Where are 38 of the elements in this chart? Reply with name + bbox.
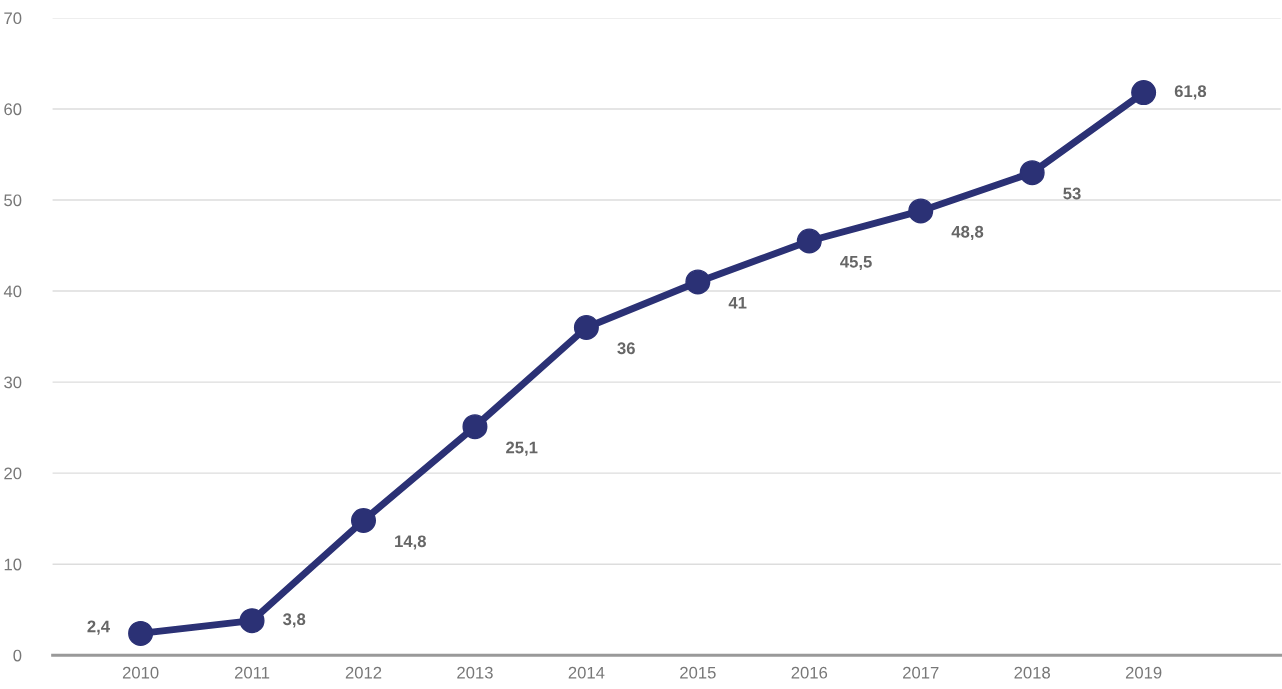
data-label: 14,8 <box>395 535 426 550</box>
point <box>1019 160 1045 186</box>
y-tick-label: 10 <box>4 558 22 571</box>
data-label: 53 <box>1063 187 1081 200</box>
data-label: 25,1 <box>506 441 538 456</box>
x-tick-label: 2017 <box>903 666 939 679</box>
point <box>908 198 934 224</box>
data-label: 48,8 <box>951 225 984 241</box>
y-tick-label: 70 <box>4 12 22 25</box>
data-label: 36 <box>617 342 635 355</box>
y-tick-label: 30 <box>4 376 22 389</box>
data-label: 45,5 <box>840 256 872 271</box>
x-tick-label: 2012 <box>345 666 382 679</box>
x-tick-label: 2015 <box>680 666 716 679</box>
y-tick-label: 40 <box>3 285 22 298</box>
data-label: 3,8 <box>282 613 306 628</box>
point <box>573 314 599 340</box>
data-label: 61,8 <box>1174 85 1207 100</box>
x-tick-label: 2010 <box>122 666 159 679</box>
x-tick-label: 2011 <box>234 666 270 679</box>
point <box>351 507 377 533</box>
x-tick-label: 2016 <box>791 666 828 679</box>
x-tick-label: 2014 <box>568 666 605 679</box>
y-tick-label: 50 <box>4 194 22 207</box>
y-tick-label: 20 <box>4 467 22 480</box>
point <box>685 269 711 295</box>
data-label: 41 <box>728 297 747 309</box>
point <box>239 608 265 634</box>
x-tick-label: 2013 <box>457 666 493 679</box>
y-tick-label: 60 <box>4 103 22 116</box>
x-tick-label: 2019 <box>1125 666 1162 679</box>
x-tick-label: 2018 <box>1014 666 1050 679</box>
point <box>128 620 154 646</box>
point <box>1131 80 1157 106</box>
y-tick-label: 0 <box>13 649 22 662</box>
data-label: 2,4 <box>87 620 110 635</box>
point <box>796 228 822 254</box>
point <box>462 414 488 440</box>
